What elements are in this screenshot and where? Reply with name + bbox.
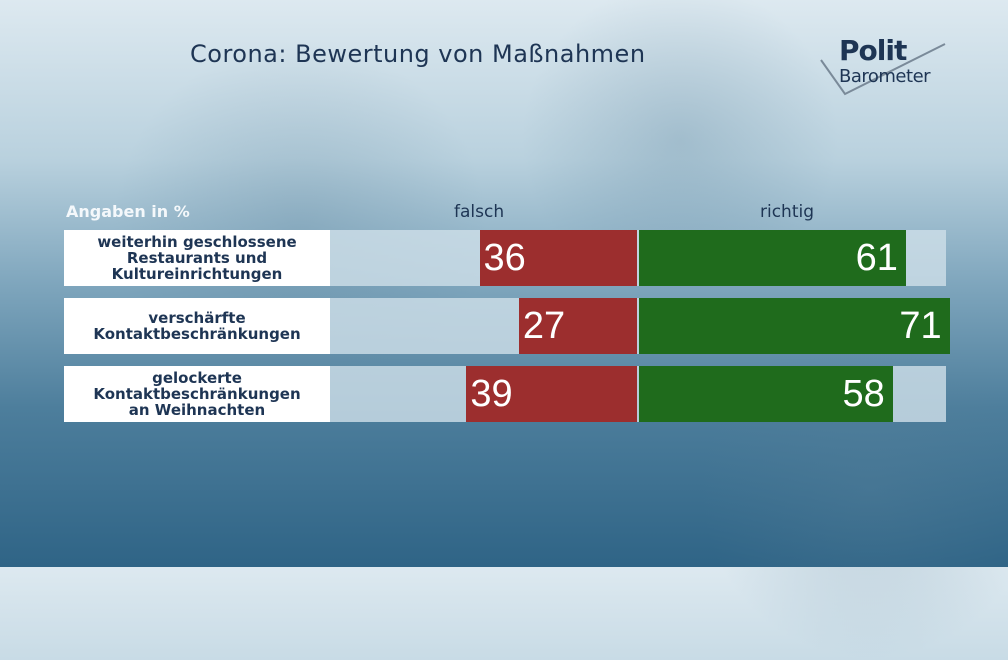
bar-falsch: 27 [518,298,637,354]
bar-falsch: 36 [479,230,637,286]
bar-track: 36 61 [330,230,946,286]
chart-row: verschärfte Kontaktbeschränkungen 27 71 [64,298,950,354]
logo-line2: Barometer [839,66,931,87]
bar-track: 27 71 [330,298,950,354]
checkmark-icon [820,43,946,96]
category-label: verschärfte Kontaktbeschränkungen [64,298,330,354]
bar-richtig: 61 [639,230,906,286]
chart-row: weiterhin geschlossene Restaurants und K… [64,230,946,286]
units-label: Angaben in % [66,202,190,221]
category-label: weiterhin geschlossene Restaurants und K… [64,230,330,286]
category-label: gelockerte Kontaktbeschränkungen an Weih… [64,366,330,422]
chart-title: Corona: Bewertung von Maßnahmen [190,40,646,68]
legend-falsch: falsch [454,202,505,222]
bar-richtig: 71 [639,298,950,354]
politbarometer-logo: Polit Barometer [815,34,955,100]
chart-row: gelockerte Kontaktbeschränkungen an Weih… [64,366,946,422]
bar-falsch: 39 [466,366,637,422]
logo-line1: Polit [839,34,907,67]
legend-richtig: richtig [760,202,815,222]
bar-track: 39 58 [330,366,946,422]
bar-richtig: 58 [639,366,893,422]
